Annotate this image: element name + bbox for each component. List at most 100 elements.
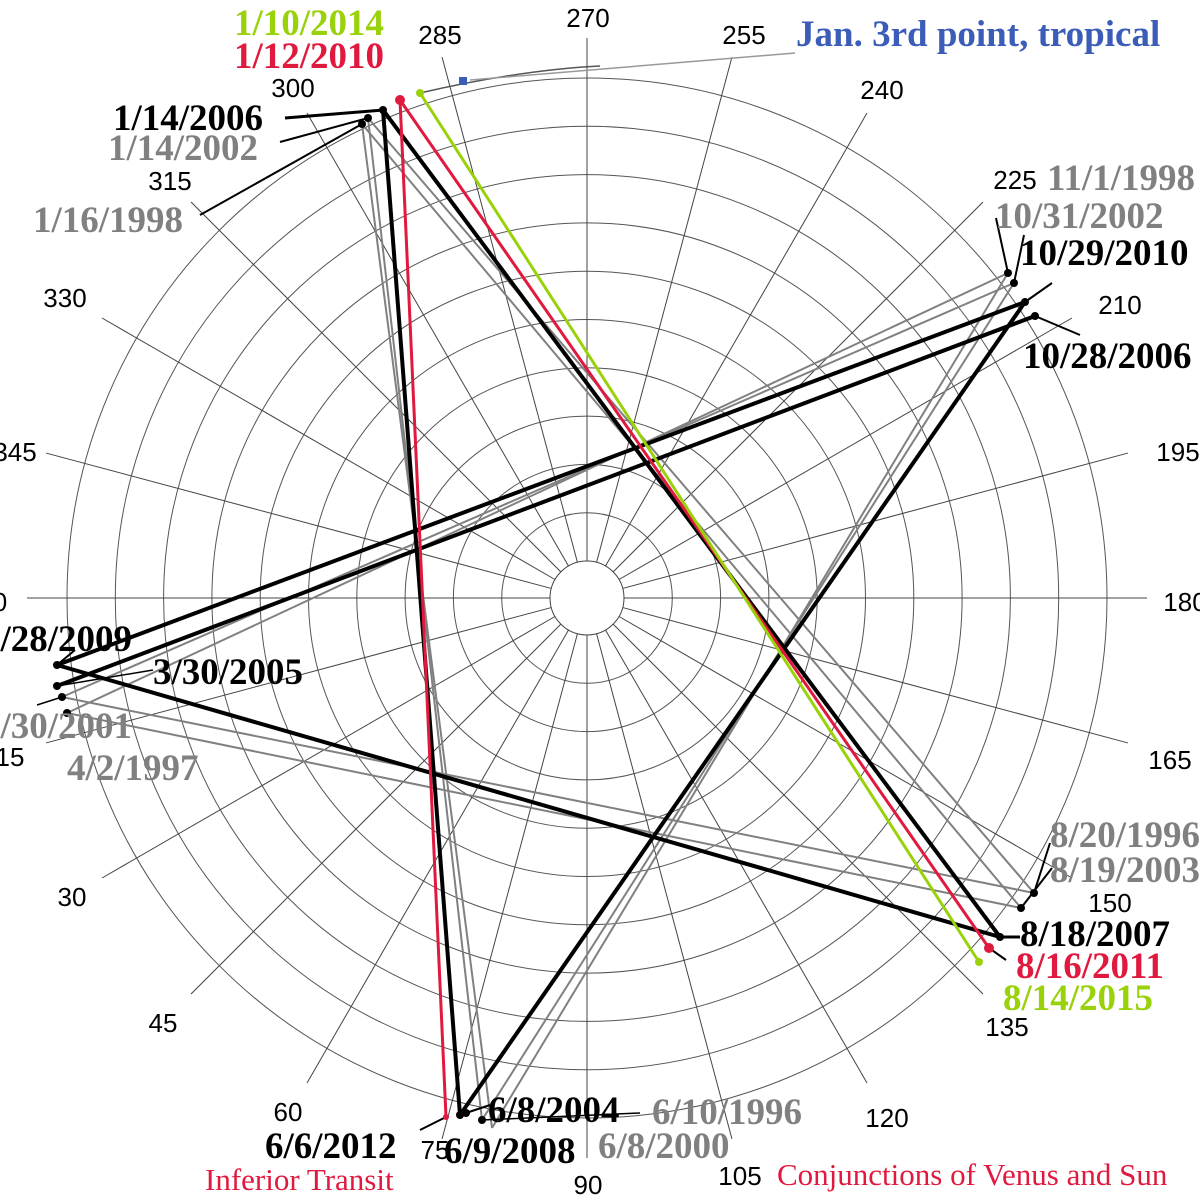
gray-conjunction-line	[361, 123, 493, 1129]
gray-conjunction-line	[61, 282, 1015, 698]
radial-line	[618, 616, 1073, 879]
radial-line	[306, 629, 569, 1084]
angle-label: 105	[718, 1161, 761, 1191]
conjunction-point	[1004, 269, 1012, 277]
conjunction-point	[984, 943, 994, 953]
angle-label: 270	[566, 3, 609, 33]
label-leader-line	[284, 108, 384, 120]
radial-line	[441, 633, 578, 1140]
date-label-gray: 1/14/2002	[108, 128, 258, 169]
conjunction-points	[53, 77, 1039, 1124]
angle-label: 135	[985, 1012, 1028, 1042]
radial-line	[605, 629, 868, 1084]
label-leader-line	[279, 117, 369, 143]
label-leader-line	[465, 1104, 491, 1114]
date-label-red: 1/12/2010	[234, 36, 384, 77]
label-leader-line	[995, 217, 1009, 274]
jan-3rd-leader-line	[469, 52, 796, 81]
date-label-gray: 10/31/2002	[995, 196, 1164, 237]
black-conjunction-line	[56, 663, 1001, 939]
conjunction-point	[443, 1114, 449, 1120]
conjunction-point	[975, 958, 983, 966]
red-conjunction-line	[398, 99, 448, 1118]
black-conjunction-line	[381, 108, 1002, 939]
date-label-black: 6/6/2012	[265, 1126, 397, 1167]
radial-line	[612, 623, 984, 995]
date-label-red: 8/16/2011	[1016, 946, 1164, 987]
conjunction-point	[996, 933, 1004, 941]
angle-label: 345	[0, 437, 37, 467]
radial-line	[605, 112, 868, 567]
radial-line	[596, 56, 733, 563]
date-label-gray: 8/19/2003	[1050, 850, 1200, 891]
gray-conjunction-line	[367, 117, 1035, 894]
conjunction-point	[358, 120, 366, 128]
angle-label: 45	[149, 1008, 178, 1038]
angle-label: 195	[1156, 437, 1199, 467]
date-label-black: 8/18/2007	[1020, 914, 1170, 955]
date-label-green: 1/10/2014	[234, 3, 384, 44]
conjunction-point	[53, 661, 61, 669]
gray-conjunction-line	[66, 272, 1009, 714]
radial-line	[618, 317, 1073, 580]
conjunction-point	[416, 89, 424, 97]
conjunction-lines	[36, 52, 1081, 1131]
label-leader-line	[56, 669, 154, 687]
inferior-transit-caption: Inferior Transit	[205, 1162, 394, 1197]
date-label-gray: 8/20/1996	[1050, 815, 1200, 856]
black-conjunction-line	[458, 300, 1027, 1117]
radial-line	[622, 607, 1129, 744]
date-label-black: 10/28/2006	[1023, 336, 1192, 377]
green-conjunction-line	[418, 92, 981, 963]
conjunction-point	[63, 709, 71, 717]
conjunction-point	[379, 106, 387, 114]
angle-label: 330	[43, 283, 86, 313]
conjunction-point	[364, 114, 372, 122]
date-label-black: 6/8/2004	[488, 1090, 620, 1131]
radial-line	[101, 317, 556, 580]
date-label-gray: 11/1/1998	[1047, 158, 1195, 199]
date-label-gray: 1/16/1998	[33, 200, 183, 241]
label-leader-line	[1013, 234, 1025, 284]
label-leader-line	[199, 123, 363, 216]
label-leader-line	[1034, 315, 1081, 336]
angle-labels: 270 285 255 300 240 315 225 330 210 345 …	[0, 3, 1200, 1200]
angle-label: 15	[0, 742, 24, 772]
date-label-black: 3/30/2005	[153, 652, 303, 693]
radial-line	[190, 623, 562, 995]
angle-label: 210	[1098, 290, 1141, 320]
angle-label: 150	[1088, 888, 1131, 918]
polar-grid	[27, 38, 1147, 1158]
conjunctions-caption: Conjunctions of Venus and Sun	[777, 1157, 1168, 1192]
angle-label: 60	[274, 1097, 303, 1127]
angle-label: 165	[1148, 745, 1191, 775]
grid-ring	[549, 560, 625, 636]
radial-line	[101, 616, 556, 879]
conjunction-point	[462, 1109, 470, 1117]
radial-line	[596, 633, 733, 1140]
date-label-gray: 3/30/2001	[0, 706, 132, 747]
red-conjunction-line	[398, 99, 991, 949]
radial-line	[45, 452, 552, 589]
angle-label: 90	[574, 1170, 603, 1200]
date-label-black: 6/9/2008	[444, 1131, 576, 1172]
angle-label: 285	[418, 20, 461, 50]
date-label-black: 1/14/2006	[113, 98, 263, 139]
conjunction-point	[53, 682, 61, 690]
gray-conjunction-line	[61, 696, 1035, 894]
angle-label: 30	[58, 882, 87, 912]
black-conjunction-line	[56, 314, 1036, 688]
date-label-gray: 6/8/2000	[598, 1126, 730, 1167]
angle-label: 120	[865, 1103, 908, 1133]
angle-label: 225	[993, 165, 1036, 195]
black-conjunction-line	[381, 109, 462, 1116]
label-leader-line	[1020, 867, 1053, 909]
angle-label: 300	[271, 73, 314, 103]
conjunction-point	[1010, 279, 1018, 287]
label-leader-line	[419, 1116, 447, 1131]
jan-3rd-point-marker	[459, 77, 467, 85]
gray-conjunction-line	[66, 712, 1022, 909]
angle-label: 255	[722, 20, 765, 50]
